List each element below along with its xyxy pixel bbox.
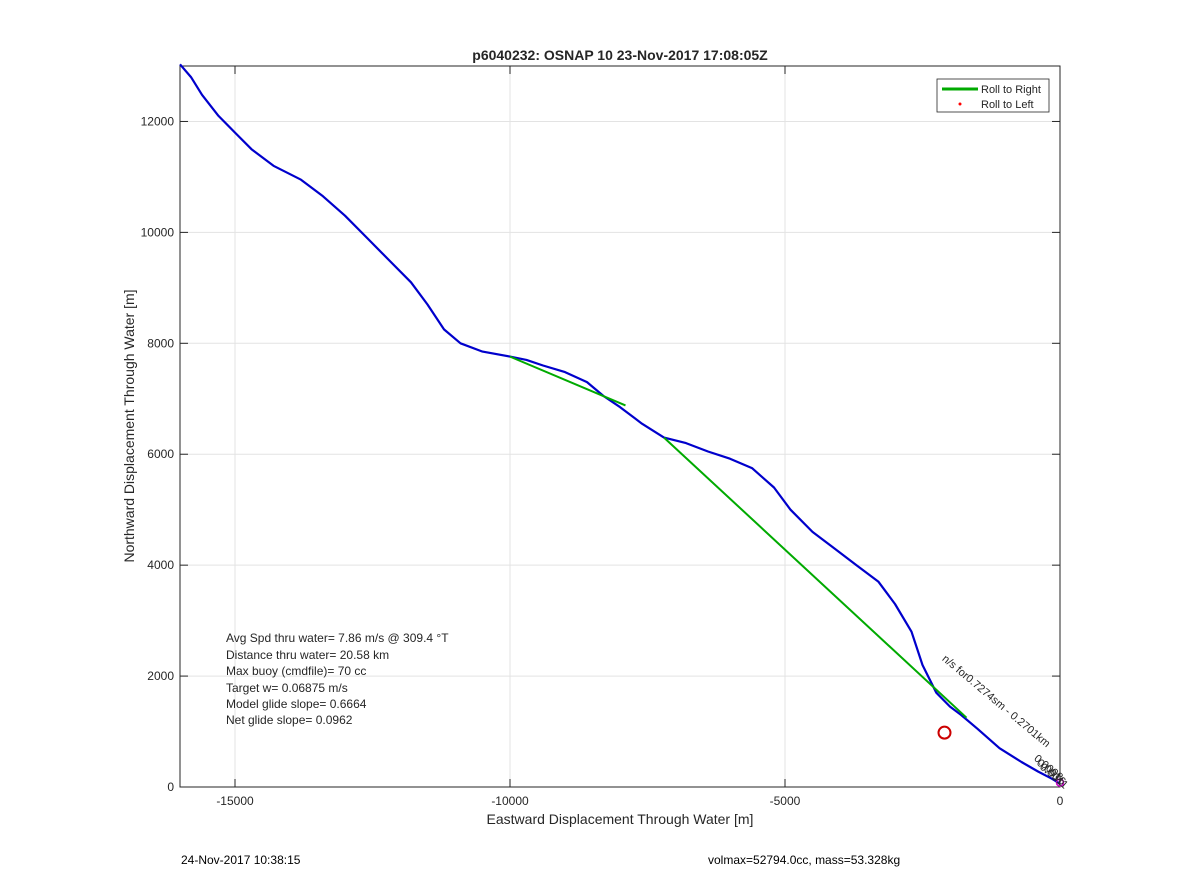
stat-model-glide-slope: Model glide slope= 0.6664 xyxy=(226,697,367,711)
legend-swatch-roll-left xyxy=(958,102,962,106)
y-tick-label: 4000 xyxy=(147,558,174,572)
glider-track-line xyxy=(179,63,1061,785)
y-tick-labels: 0 2000 4000 6000 8000 10000 12000 xyxy=(141,114,175,794)
target-circle-marker xyxy=(937,725,952,740)
stat-avg-speed: Avg Spd thru water= 7.86 m/s @ 309.4 °T xyxy=(226,631,449,645)
legend-label-roll-left: Roll to Left xyxy=(981,99,1034,111)
roll-right-segment xyxy=(509,355,626,407)
x-tick-label: -5000 xyxy=(770,794,801,808)
roll-right-segment xyxy=(663,436,968,719)
marker-layer xyxy=(937,725,1065,787)
footer-info: volmax=52794.0cc, mass=53.328kg xyxy=(708,853,901,867)
chart-title: p6040232: OSNAP 10 23-Nov-2017 17:08:05Z xyxy=(472,47,768,63)
x-tick-label: -15000 xyxy=(216,794,254,808)
plot-border xyxy=(179,65,1061,788)
legend: Roll to Right Roll to Left xyxy=(936,78,1050,113)
x-tick-labels: -15000 -10000 -5000 0 xyxy=(216,794,1063,808)
plot-area xyxy=(180,66,1060,787)
y-tick-label: 0 xyxy=(167,780,174,794)
y-tick-label: 6000 xyxy=(147,447,174,461)
stat-max-buoy: Max buoy (cmdfile)= 70 cc xyxy=(226,664,366,678)
y-axis-label: Northward Displacement Through Water [m] xyxy=(121,289,137,562)
stats-block: Avg Spd thru water= 7.86 m/s @ 309.4 °T … xyxy=(226,631,449,727)
y-tick-label: 10000 xyxy=(141,225,175,239)
stat-distance: Distance thru water= 20.58 km xyxy=(226,648,389,662)
legend-label-roll-right: Roll to Right xyxy=(981,84,1041,96)
y-tick-label: 12000 xyxy=(141,114,175,128)
x-tick-label: -10000 xyxy=(491,794,529,808)
series-layer xyxy=(179,63,1061,785)
stat-target-w: Target w= 0.06875 m/s xyxy=(226,681,348,695)
x-tick-label: 0 xyxy=(1057,794,1064,808)
legend-box xyxy=(936,78,1050,113)
stat-net-glide-slope: Net glide slope= 0.0962 xyxy=(226,713,353,727)
end-marker xyxy=(1055,778,1065,787)
footer-timestamp: 24-Nov-2017 10:38:15 xyxy=(181,853,301,867)
y-tick-label: 2000 xyxy=(147,669,174,683)
y-tick-label: 8000 xyxy=(147,336,174,350)
x-axis-label: Eastward Displacement Through Water [m] xyxy=(487,811,754,827)
